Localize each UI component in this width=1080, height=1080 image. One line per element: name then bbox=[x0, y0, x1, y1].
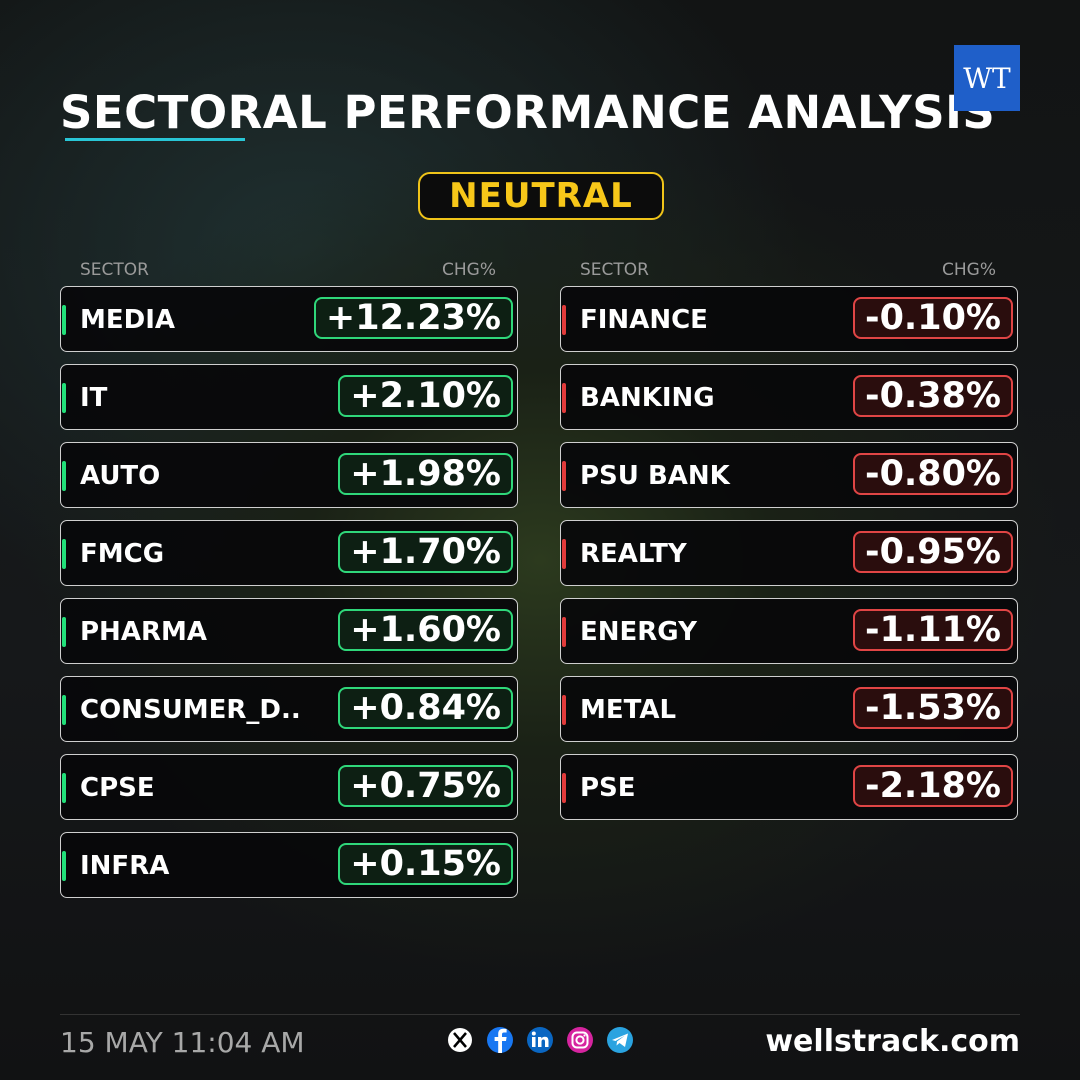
change-value: +0.15% bbox=[338, 843, 513, 885]
change-value: -1.53% bbox=[853, 687, 1013, 729]
sector-name: ENERGY bbox=[580, 617, 697, 647]
sector-row: REALTY -0.95% bbox=[560, 520, 1018, 586]
sector-name: REALTY bbox=[580, 539, 687, 569]
sector-row: FINANCE -0.10% bbox=[560, 286, 1018, 352]
sector-row: BANKING -0.38% bbox=[560, 364, 1018, 430]
change-value: +0.75% bbox=[338, 765, 513, 807]
sector-name: MEDIA bbox=[80, 305, 176, 335]
trend-indicator bbox=[62, 695, 66, 725]
sector-name: FINANCE bbox=[580, 305, 708, 335]
trend-indicator bbox=[562, 461, 566, 491]
trend-indicator bbox=[562, 695, 566, 725]
facebook-icon[interactable] bbox=[487, 1027, 513, 1053]
x-icon[interactable] bbox=[448, 1028, 472, 1052]
trend-indicator bbox=[62, 617, 66, 647]
footer-divider bbox=[60, 1014, 1020, 1015]
trend-indicator bbox=[62, 461, 66, 491]
change-value: +2.10% bbox=[338, 375, 513, 417]
timestamp: 15 MAY 11:04 AM bbox=[60, 1026, 305, 1059]
sector-name: INFRA bbox=[80, 851, 170, 881]
sector-name: FMCG bbox=[80, 539, 165, 569]
column-header: CHG% bbox=[942, 260, 996, 280]
change-value: +1.98% bbox=[338, 453, 513, 495]
sector-name: IT bbox=[80, 383, 108, 413]
sector-row: MEDIA +12.23% bbox=[60, 286, 518, 352]
sector-name: PSE bbox=[580, 773, 636, 803]
sector-row: PSE -2.18% bbox=[560, 754, 1018, 820]
sector-row: IT +2.10% bbox=[60, 364, 518, 430]
trend-indicator bbox=[562, 617, 566, 647]
sector-row: AUTO +1.98% bbox=[60, 442, 518, 508]
change-value: +0.84% bbox=[338, 687, 513, 729]
sector-row: PHARMA +1.60% bbox=[60, 598, 518, 664]
change-value: -0.10% bbox=[853, 297, 1013, 339]
logo: WT bbox=[954, 45, 1020, 111]
column-header: SECTOR bbox=[80, 260, 149, 280]
change-value: +12.23% bbox=[313, 297, 513, 339]
trend-indicator bbox=[562, 305, 566, 335]
sector-name: AUTO bbox=[80, 461, 161, 491]
trend-indicator bbox=[562, 383, 566, 413]
trend-indicator bbox=[62, 773, 66, 803]
sector-name: CONSUMER_D.. bbox=[80, 695, 301, 725]
sector-row: METAL -1.53% bbox=[560, 676, 1018, 742]
sector-row: CPSE +0.75% bbox=[60, 754, 518, 820]
change-value: +1.70% bbox=[338, 531, 513, 573]
sector-name: METAL bbox=[580, 695, 677, 725]
social-icons bbox=[448, 1027, 633, 1053]
telegram-icon[interactable] bbox=[607, 1027, 633, 1053]
trend-indicator bbox=[62, 305, 66, 335]
title: SECTORAL PERFORMANCE ANALYSIS bbox=[60, 86, 996, 139]
trend-indicator bbox=[62, 851, 66, 881]
change-value: -0.38% bbox=[853, 375, 1013, 417]
instagram-icon[interactable] bbox=[567, 1027, 593, 1053]
column-header: CHG% bbox=[442, 260, 496, 280]
sector-row: CONSUMER_D.. +0.84% bbox=[60, 676, 518, 742]
change-value: -0.80% bbox=[853, 453, 1013, 495]
sector-row: FMCG +1.70% bbox=[60, 520, 518, 586]
sector-row: ENERGY -1.11% bbox=[560, 598, 1018, 664]
trend-indicator bbox=[62, 383, 66, 413]
sentiment-badge: NEUTRAL bbox=[418, 172, 664, 220]
sector-row: PSU BANK -0.80% bbox=[560, 442, 1018, 508]
sector-name: CPSE bbox=[80, 773, 155, 803]
sector-name: PHARMA bbox=[80, 617, 207, 647]
title-underline bbox=[65, 138, 245, 141]
change-value: -1.11% bbox=[853, 609, 1013, 651]
change-value: -2.18% bbox=[853, 765, 1013, 807]
column-header: SECTOR bbox=[580, 260, 649, 280]
change-value: +1.60% bbox=[338, 609, 513, 651]
change-value: -0.95% bbox=[853, 531, 1013, 573]
sector-name: BANKING bbox=[580, 383, 715, 413]
website[interactable]: wellstrack.com bbox=[765, 1024, 1020, 1059]
trend-indicator bbox=[562, 773, 566, 803]
trend-indicator bbox=[562, 539, 566, 569]
sector-row: INFRA +0.15% bbox=[60, 832, 518, 898]
linkedin-icon[interactable] bbox=[527, 1027, 553, 1053]
trend-indicator bbox=[62, 539, 66, 569]
sector-name: PSU BANK bbox=[580, 461, 730, 491]
